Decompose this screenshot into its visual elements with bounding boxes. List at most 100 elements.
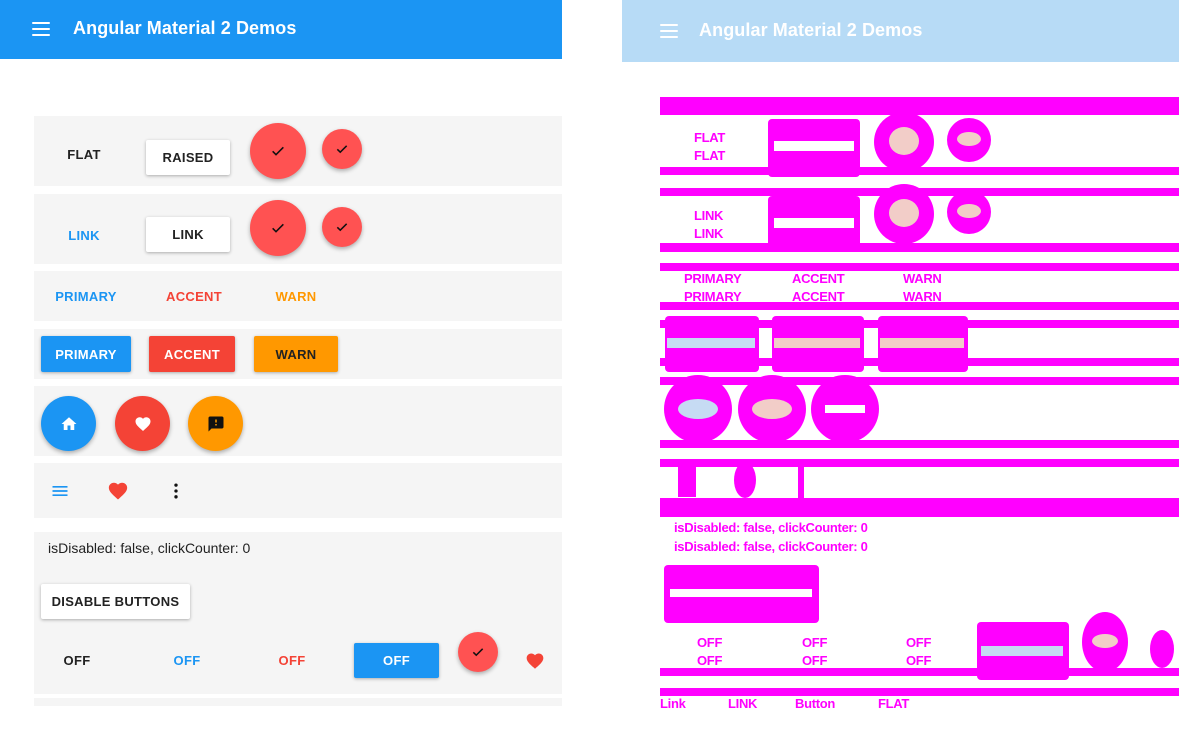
button-row-links: LINK LINK [34,194,562,264]
overlay-bottom-label: FLAT [878,696,910,711]
link-raised-button[interactable]: LINK [146,217,230,252]
overlay-accent-raised[interactable] [772,316,864,372]
overlay-off-label: OFF [697,635,723,650]
next-section-edge [34,698,562,706]
demo-panel-overlay: Angular Material 2 Demos FLAT FLAT LINK … [622,0,1179,747]
overlay-off-label: OFF [697,653,723,668]
button-row-colored-raised: PRIMARY ACCENT WARN [34,329,562,379]
check-icon [472,648,484,657]
overlay-primary-raised[interactable] [665,316,759,372]
disable-state-section: isDisabled: false, clickCounter: 0 DISAB… [34,532,562,694]
overlay-warn-label: WARN [903,289,942,304]
disable-buttons-button[interactable]: DISABLE BUTTONS [41,584,190,619]
fab-check-button[interactable] [250,123,306,179]
warn-raised-button[interactable]: WARN [254,336,338,372]
overlay-title: Angular Material 2 Demos [699,20,923,40]
mini-fab-check-button[interactable] [322,129,362,169]
menu-icon[interactable] [30,18,52,40]
artifact-band [660,688,1179,696]
overlay-off-mini-fab[interactable] [1082,612,1128,672]
primary-flat-button[interactable]: PRIMARY [55,288,117,304]
overlay-menu-icon[interactable] [678,465,696,497]
menu-icon-button[interactable] [48,479,72,503]
overlay-status-text: isDisabled: false, clickCounter: 0 [674,539,868,554]
favorite-fab-button[interactable] [115,396,170,451]
link-flat-button[interactable]: LINK [68,227,100,243]
overlay-accent-label: ACCENT [792,289,845,304]
button-row-colored-flat: PRIMARY ACCENT WARN [34,271,562,321]
overlay-bottom-label: LINK [728,696,758,711]
artifact-band [660,498,1179,517]
raised-button[interactable]: RAISED [146,140,230,175]
overlay-link-label: LINK [694,208,724,223]
overlay-raised-button[interactable] [768,119,860,177]
check-icon [272,146,284,156]
off-raised-primary-button[interactable]: OFF [354,643,439,678]
artifact-band [660,302,1179,310]
overlay-off-label: OFF [906,635,932,650]
overlay-more-icon[interactable] [798,464,804,498]
accent-raised-button[interactable]: ACCENT [149,336,235,372]
heart-icon [526,653,544,669]
check-icon [336,223,348,232]
overlay-warn-label: WARN [903,271,942,286]
overlay-home-fab[interactable] [664,375,732,443]
artifact-band [660,263,1179,271]
feedback-icon [208,416,223,431]
primary-raised-button[interactable]: PRIMARY [41,336,131,372]
overlay-disable-buttons[interactable] [664,565,819,623]
artifact-band [660,167,1179,175]
overlay-fab[interactable] [874,184,934,244]
favorite-icon-button[interactable] [106,479,130,503]
overlay-mini-fab[interactable] [947,118,991,162]
off-primary-button[interactable]: OFF [173,652,201,668]
warn-flat-button[interactable]: WARN [275,288,317,304]
flat-button[interactable]: FLAT [67,146,101,162]
more-vert-icon [174,483,178,499]
overlay-flat-label: FLAT [694,130,726,145]
accent-flat-button[interactable]: ACCENT [166,288,222,304]
demo-panel-normal: Angular Material 2 Demos FLAT RAISED LIN… [0,0,562,747]
button-row-basic: FLAT RAISED [34,116,562,186]
overlay-flat-label: FLAT [694,148,726,163]
fab-row-colored [34,386,562,456]
check-icon [272,223,284,233]
off-favorite-icon-button[interactable] [524,650,546,672]
overlay-toolbar: Angular Material 2 Demos [622,0,1179,62]
off-flat-button[interactable]: OFF [63,652,91,668]
heart-icon [108,482,128,500]
artifact-band [660,459,1179,467]
overlay-warn-raised[interactable] [878,316,968,372]
off-mini-fab-check-button[interactable] [458,632,498,672]
fab-check-link-button[interactable] [250,200,306,256]
overlay-feedback-fab[interactable] [811,375,879,443]
overlay-off-raised[interactable] [977,622,1069,680]
more-vert-icon-button[interactable] [164,479,188,503]
overlay-favorite-fab[interactable] [738,375,806,443]
overlay-off-label: OFF [906,653,932,668]
overlay-mini-fab[interactable] [947,190,991,234]
menu-icon [52,486,68,496]
feedback-fab-button[interactable] [188,396,243,451]
overlay-status-text: isDisabled: false, clickCounter: 0 [674,520,868,535]
overlay-bottom-label: Link [660,696,686,711]
overlay-heart-icon[interactable] [734,462,756,498]
menu-icon[interactable] [658,20,680,42]
artifact-band [660,97,1179,115]
app-title: Angular Material 2 Demos [73,18,297,38]
home-fab-button[interactable] [41,396,96,451]
status-text: isDisabled: false, clickCounter: 0 [48,540,251,556]
off-accent-button[interactable]: OFF [278,652,306,668]
app-toolbar: Angular Material 2 Demos [0,0,562,59]
overlay-accent-label: ACCENT [792,271,845,286]
overlay-link-raised-button[interactable] [768,196,860,252]
overlay-off-label: OFF [802,635,828,650]
overlay-bottom-label: Button [795,696,836,711]
overlay-fab[interactable] [874,112,934,172]
heart-icon [135,416,150,431]
overlay-off-heart[interactable] [1150,630,1174,668]
artifact-band [660,440,1179,448]
mini-fab-check-link-button[interactable] [322,207,362,247]
artifact-band [660,668,1179,676]
check-icon [336,145,348,154]
